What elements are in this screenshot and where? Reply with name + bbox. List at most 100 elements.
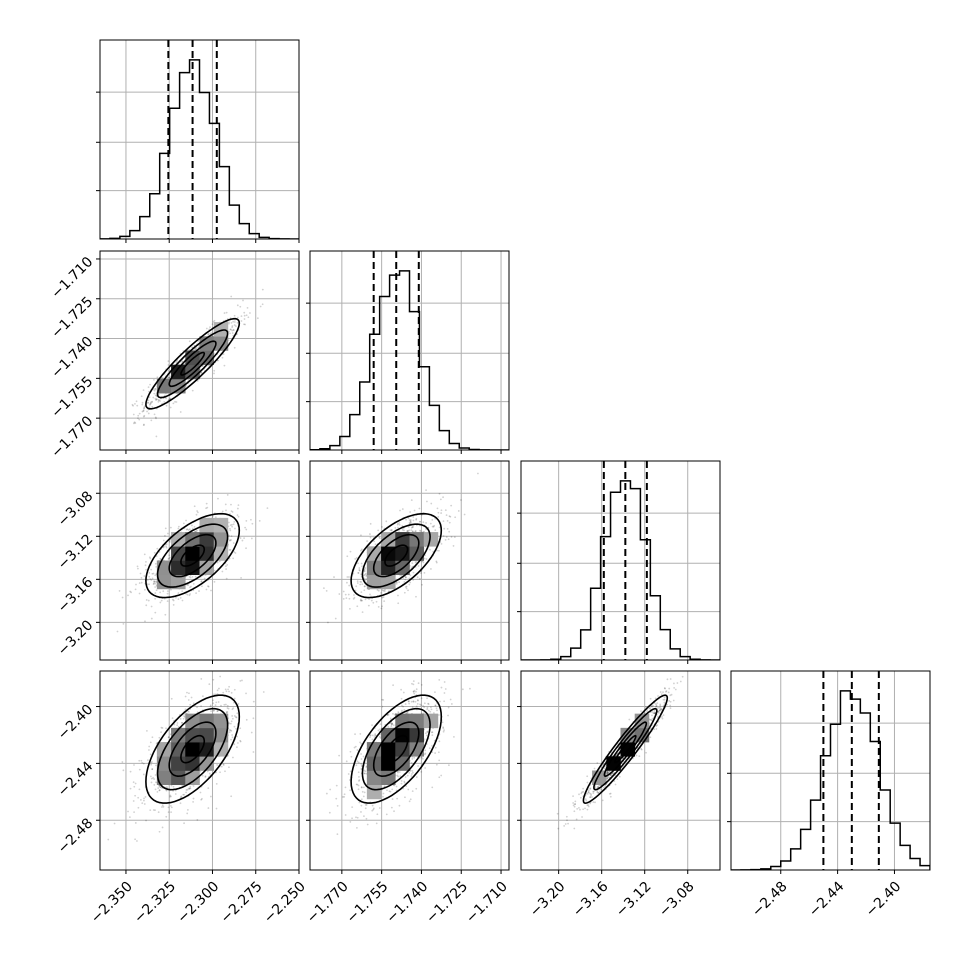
sample-point	[152, 736, 154, 738]
sample-point	[359, 733, 361, 735]
sample-point	[391, 807, 393, 809]
sample-point	[346, 576, 348, 578]
density-cell	[367, 785, 382, 800]
sample-point	[408, 517, 410, 519]
panel-2-1	[306, 461, 509, 664]
sample-point	[344, 793, 346, 795]
sample-point	[155, 566, 157, 568]
sample-point	[213, 710, 215, 712]
sample-point	[360, 581, 362, 583]
sample-point	[162, 827, 164, 829]
x-tick-label: −1.740	[383, 879, 431, 927]
sample-point	[214, 581, 216, 583]
sample-point	[162, 804, 164, 806]
sample-point	[141, 582, 143, 584]
sample-point	[155, 436, 157, 438]
sample-point	[412, 706, 414, 708]
sample-point	[398, 581, 400, 583]
sample-point	[245, 529, 247, 531]
sample-point	[430, 523, 432, 525]
sample-point	[586, 775, 588, 777]
sample-point	[247, 307, 249, 309]
sample-point	[122, 597, 124, 599]
sample-point	[180, 597, 182, 599]
sample-point	[393, 724, 395, 726]
sample-point	[201, 585, 203, 587]
sample-point	[154, 612, 156, 614]
sample-point	[213, 370, 215, 372]
sample-point	[361, 798, 363, 800]
sample-point	[216, 764, 218, 766]
sample-point	[230, 795, 232, 797]
sample-point	[424, 749, 426, 751]
sample-point	[142, 411, 144, 413]
sample-point	[429, 549, 431, 551]
sample-point	[346, 582, 348, 584]
sample-point	[454, 536, 456, 538]
sample-point	[158, 737, 160, 739]
sample-point	[411, 770, 413, 772]
sample-point	[246, 719, 248, 721]
sample-point	[196, 510, 198, 512]
sample-point	[227, 494, 229, 496]
sample-point	[383, 600, 385, 602]
sample-point	[150, 753, 152, 755]
y-tick-label: −1.725	[48, 294, 96, 342]
sample-point	[192, 390, 194, 392]
sample-point	[229, 530, 231, 532]
sample-point	[220, 705, 222, 707]
sample-point	[399, 575, 401, 577]
sample-point	[180, 718, 182, 720]
sample-point	[143, 800, 145, 802]
sample-point	[168, 736, 170, 738]
panel-2-0: −3.20−3.16−3.12−3.08	[55, 461, 299, 664]
sample-point	[257, 317, 259, 319]
sample-point	[134, 403, 136, 405]
sample-point	[154, 592, 156, 594]
sample-point	[134, 422, 136, 424]
sample-point	[170, 527, 172, 529]
sample-point	[157, 401, 159, 403]
x-tick-label: −2.325	[131, 879, 179, 927]
sample-point	[230, 730, 232, 732]
sample-point	[380, 592, 382, 594]
sample-point	[165, 727, 167, 729]
sample-point	[365, 804, 367, 806]
sample-point	[361, 758, 363, 760]
sample-point	[227, 707, 229, 709]
sample-point	[233, 743, 235, 745]
sample-point	[407, 530, 409, 532]
sample-point	[357, 749, 359, 751]
density-cell	[185, 546, 200, 561]
sample-point	[228, 691, 230, 693]
sample-point	[593, 791, 595, 793]
sample-point	[372, 805, 374, 807]
sample-point	[429, 747, 431, 749]
sample-point	[141, 802, 143, 804]
sample-point	[154, 552, 156, 554]
sample-point	[193, 798, 195, 800]
sample-point	[404, 796, 406, 798]
sample-point	[396, 786, 398, 788]
sample-point	[381, 605, 383, 607]
sample-point	[442, 721, 444, 723]
sample-point	[426, 667, 428, 669]
sample-point	[153, 583, 155, 585]
y-tick-label: −2.48	[55, 815, 97, 857]
sample-point	[408, 772, 410, 774]
sample-point	[188, 699, 190, 701]
histogram-2	[521, 481, 720, 660]
sample-point	[229, 549, 231, 551]
panel-content	[100, 461, 299, 660]
sample-point	[242, 540, 244, 542]
sample-point	[379, 537, 381, 539]
sample-point	[180, 802, 182, 804]
sample-point	[193, 785, 195, 787]
sample-point	[417, 576, 419, 578]
sample-point	[430, 503, 432, 505]
sample-point	[354, 747, 356, 749]
sample-point	[148, 583, 150, 585]
sample-point	[414, 530, 416, 532]
x-tick-label: −2.275	[218, 879, 266, 927]
sample-point	[139, 769, 141, 771]
